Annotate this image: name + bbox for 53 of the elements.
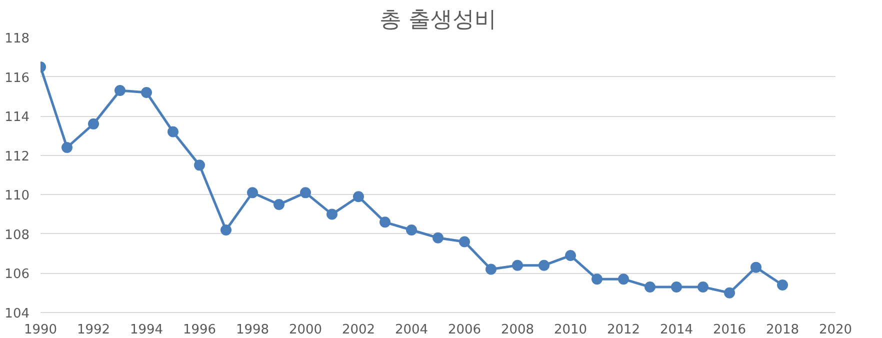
point xyxy=(194,160,205,171)
x-tick-label: 1996 xyxy=(182,322,216,338)
point xyxy=(62,142,72,153)
point xyxy=(168,126,178,138)
point xyxy=(512,260,523,271)
point xyxy=(114,85,126,96)
x-tick-label: 1998 xyxy=(236,322,270,338)
x-tick-label: 1990 xyxy=(24,322,58,338)
x-tick-label: 2016 xyxy=(712,322,746,338)
point xyxy=(486,264,496,275)
x-tick-label: 2020 xyxy=(818,322,852,338)
y-tick-label: 104 xyxy=(4,306,30,322)
x-tick-label: 2008 xyxy=(500,322,534,338)
x-tick-label: 2006 xyxy=(448,322,482,338)
point xyxy=(274,198,284,210)
x-tick-label: 2012 xyxy=(606,322,640,338)
point xyxy=(432,232,444,244)
point xyxy=(671,281,682,292)
point xyxy=(406,224,417,236)
point xyxy=(380,216,390,228)
y-tick-label: 118 xyxy=(4,32,30,46)
point xyxy=(538,260,550,271)
y-tick-label: 116 xyxy=(4,70,30,86)
x-tick-label: 1994 xyxy=(130,322,164,338)
point xyxy=(326,208,338,220)
point xyxy=(777,280,788,290)
point xyxy=(565,250,576,262)
x-tick-label: 2018 xyxy=(766,322,800,338)
point xyxy=(247,187,258,198)
point xyxy=(750,262,762,273)
point xyxy=(698,281,708,292)
point xyxy=(618,274,629,285)
x-tick-label: 2004 xyxy=(394,322,428,338)
point xyxy=(353,191,364,202)
y-tick-label: 106 xyxy=(4,267,30,282)
point xyxy=(592,274,602,285)
chart-title: 총 출생성비 xyxy=(380,8,497,32)
x-tick-label: 2014 xyxy=(660,322,694,338)
x-tick-label: 2002 xyxy=(342,322,376,338)
y-tick-label: 108 xyxy=(4,228,30,243)
point xyxy=(88,118,99,130)
y-tick-label: 114 xyxy=(4,110,30,126)
point xyxy=(141,87,152,98)
x-tick-label: 2000 xyxy=(288,322,322,338)
point xyxy=(459,236,470,248)
y-tick-label: 112 xyxy=(4,149,30,164)
point xyxy=(644,281,656,292)
y-tick-label: 110 xyxy=(4,188,30,204)
point xyxy=(300,187,311,198)
point xyxy=(724,287,735,298)
point xyxy=(220,224,232,236)
x-tick-label: 2010 xyxy=(554,322,588,338)
x-tick-label: 1992 xyxy=(76,322,110,338)
